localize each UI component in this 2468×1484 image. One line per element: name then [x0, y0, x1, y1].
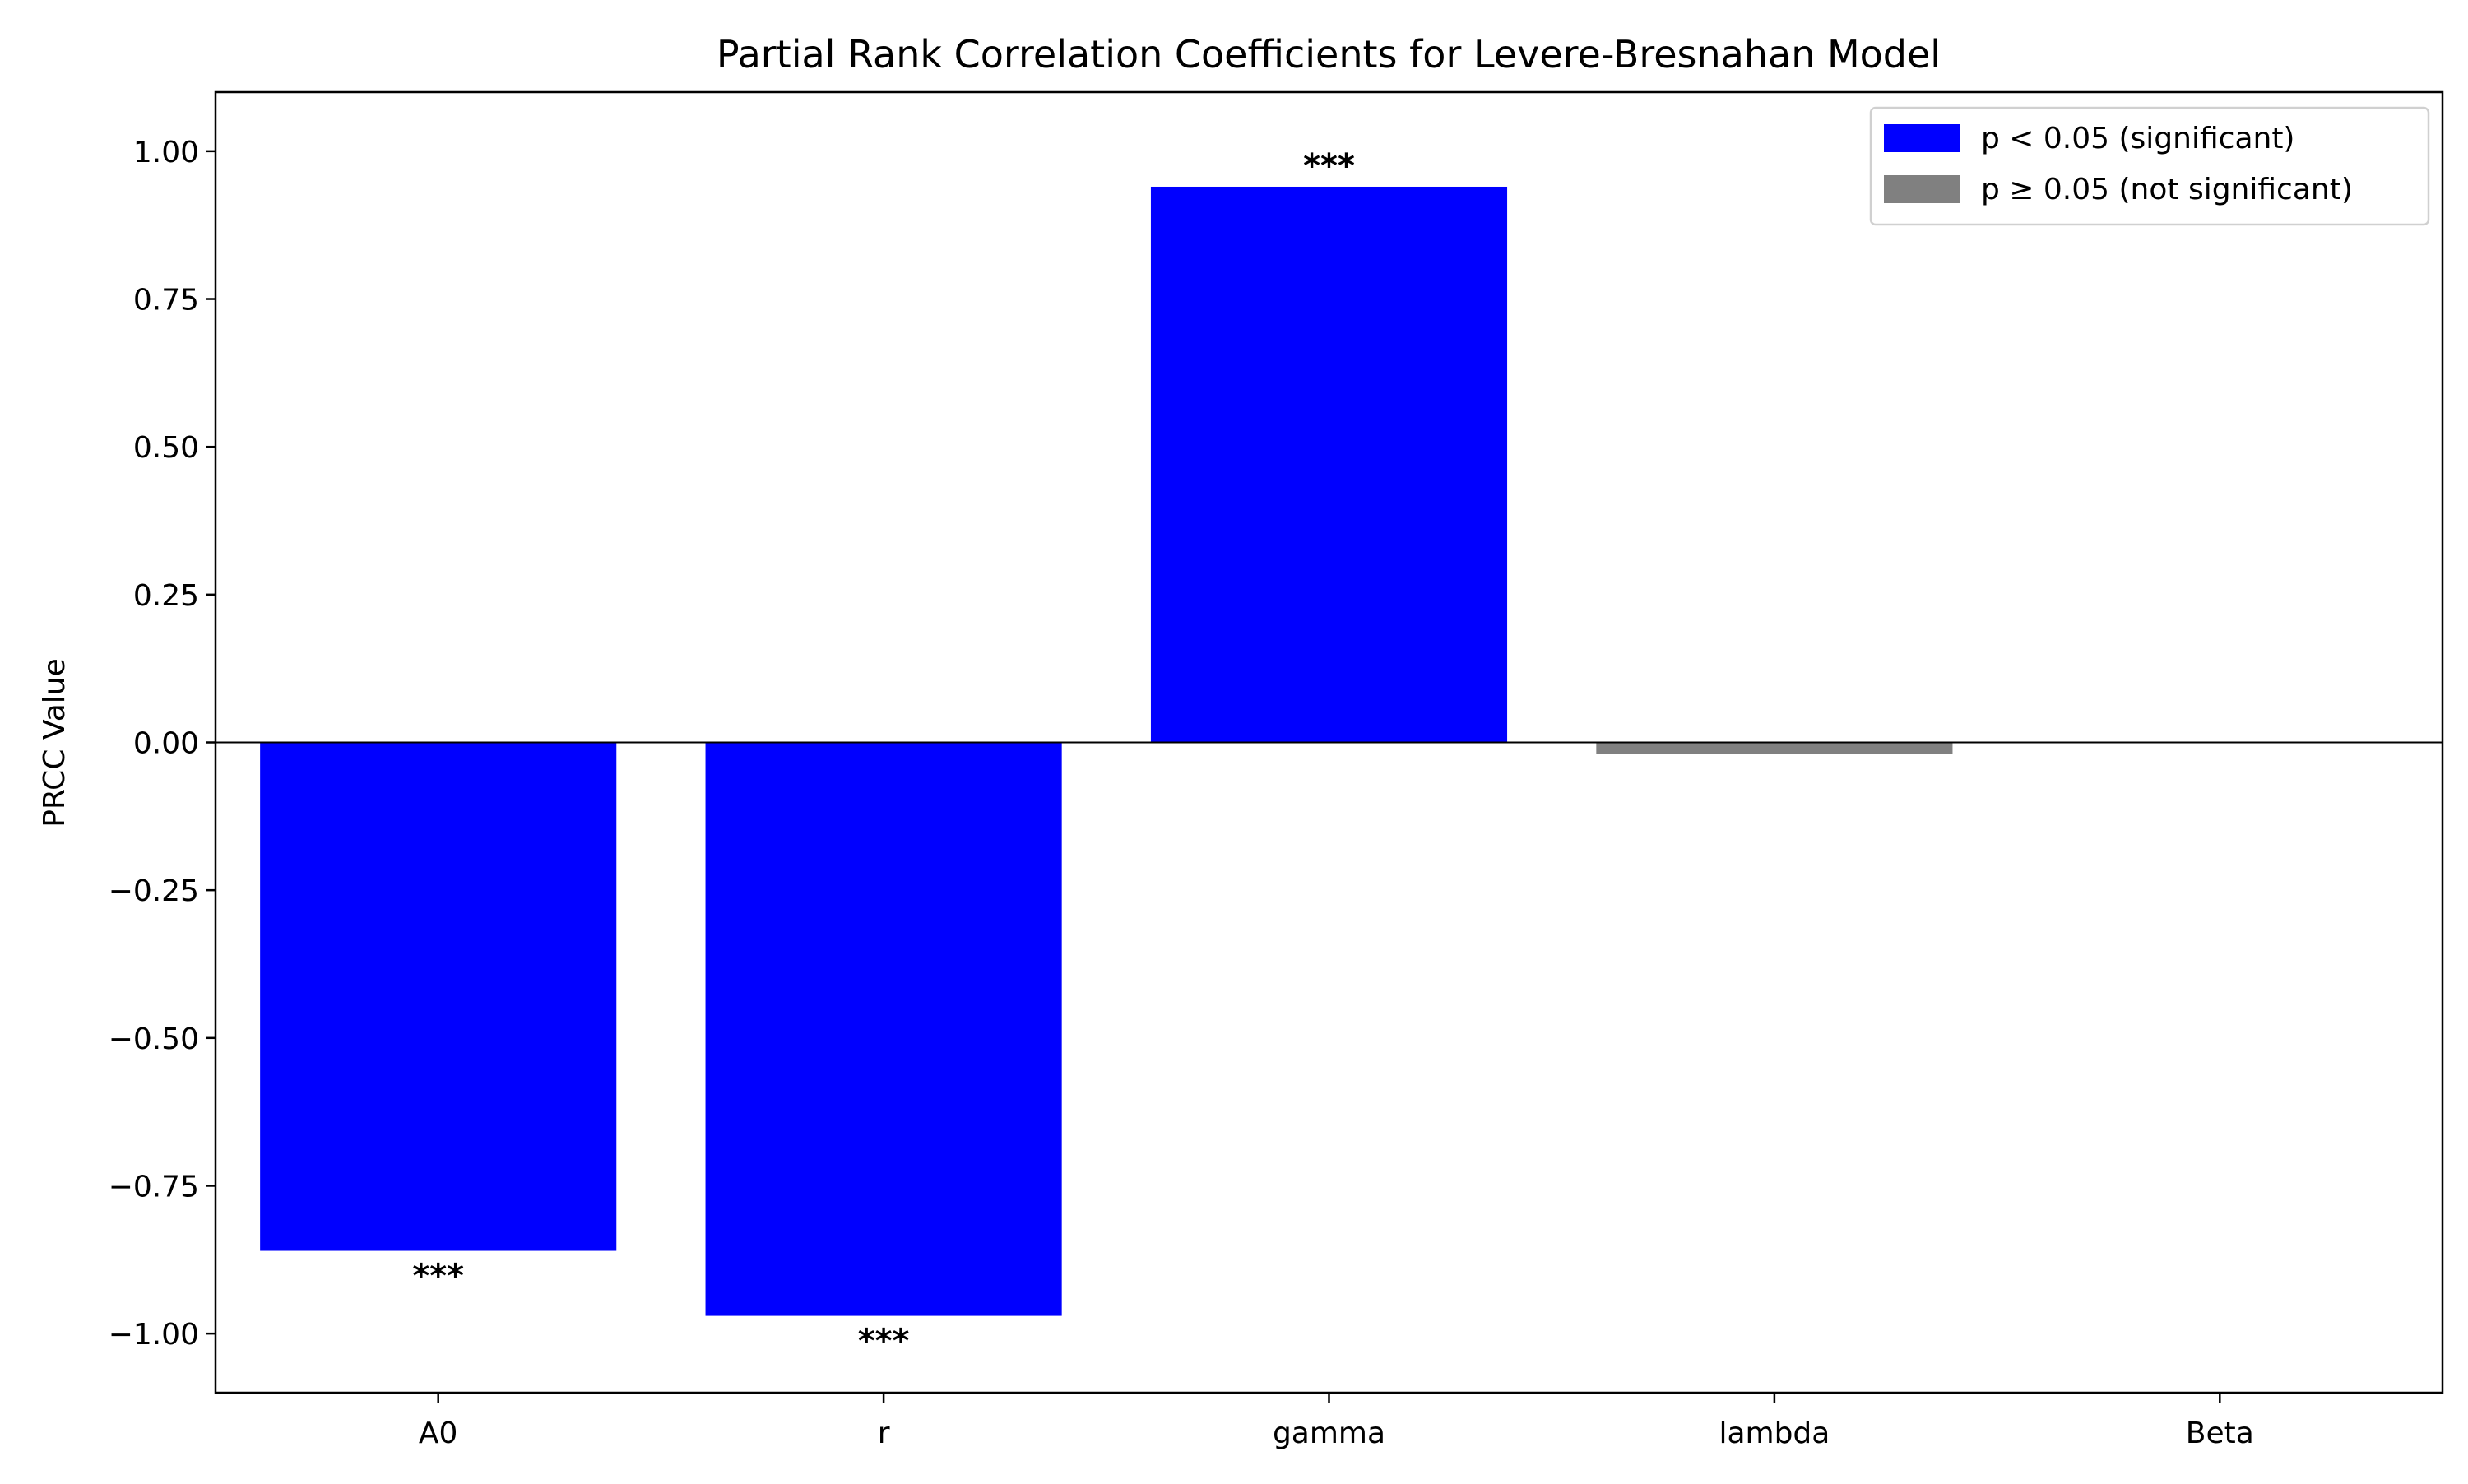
y-axis: 1.00 0.75 0.50 0.25 0.00 −0.25 −0.50 −0.75 −1.00	[109, 136, 216, 1352]
bar-A0	[260, 742, 617, 1251]
x-tick-label-A0: A0	[419, 1417, 458, 1450]
legend-frame	[1869, 106, 2430, 226]
legend: p < 0.05 (significant) p ≥ 0.05 (not sign…	[1869, 106, 2430, 226]
bars-layer	[260, 186, 1953, 1316]
y-tick-label: 0.50	[133, 431, 199, 465]
legend-label-1: p ≥ 0.05 (not significant)	[1981, 173, 2353, 206]
bar-gamma	[1150, 186, 1508, 743]
y-tick-label: −1.00	[109, 1318, 199, 1352]
x-tick-label-Beta: Beta	[2186, 1417, 2254, 1450]
significance-annotation-A0: ***	[412, 1258, 464, 1296]
x-tick-label-gamma: gamma	[1273, 1417, 1385, 1450]
y-tick-label: −0.25	[109, 874, 199, 908]
y-tick-label: −0.75	[109, 1170, 199, 1203]
chart-title: Partial Rank Correlation Coefficients fo…	[717, 32, 1941, 77]
y-tick-label: −0.50	[109, 1023, 199, 1056]
bar-r	[705, 742, 1062, 1316]
y-tick-label: 0.75	[133, 284, 199, 318]
y-axis-label: PRCC Value	[38, 658, 72, 828]
x-tick-label-lambda: lambda	[1719, 1417, 1830, 1450]
x-tick-label-r: r	[878, 1417, 890, 1450]
plot-frame	[214, 90, 2444, 1394]
legend-swatch-0	[1884, 124, 1960, 152]
y-tick-label: 1.00	[133, 136, 199, 169]
annotations-layer: *** *** ***	[412, 147, 1355, 1361]
y-tick-label: 0.00	[133, 727, 199, 761]
bar-lambda	[1596, 742, 1953, 754]
legend-label-0: p < 0.05 (significant)	[1981, 122, 2294, 155]
legend-swatch-1	[1884, 175, 1960, 203]
significance-annotation-r: ***	[858, 1323, 910, 1361]
x-axis: A0 r gamma lambda Beta	[419, 1393, 2254, 1450]
significance-annotation-gamma: ***	[1303, 147, 1355, 185]
y-tick-label: 0.25	[133, 579, 199, 613]
